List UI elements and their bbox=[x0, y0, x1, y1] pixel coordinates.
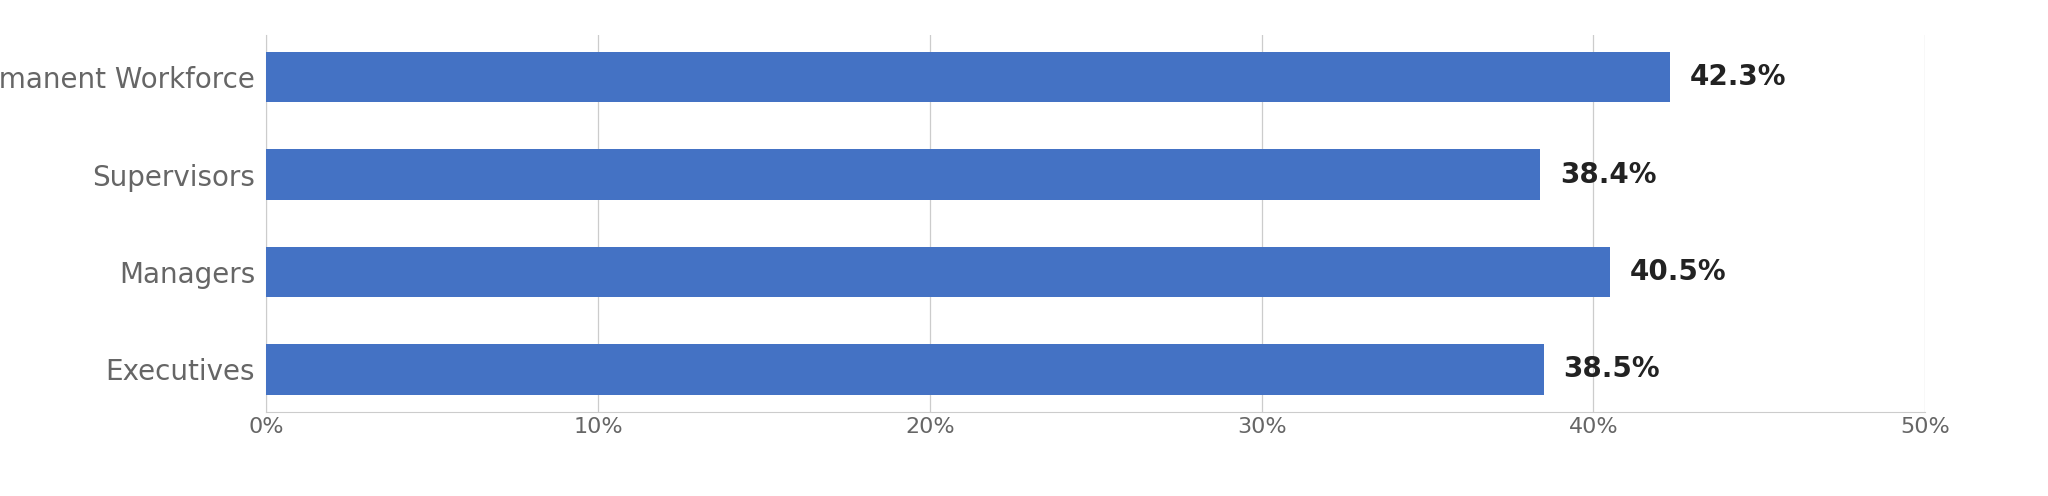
Bar bbox=[266, 149, 1540, 200]
Bar bbox=[266, 52, 1669, 103]
Text: 42.3%: 42.3% bbox=[1690, 63, 1786, 91]
Bar bbox=[266, 247, 1610, 297]
Bar bbox=[266, 344, 1544, 394]
Text: 38.4%: 38.4% bbox=[1561, 161, 1657, 188]
Text: 38.5%: 38.5% bbox=[1563, 355, 1661, 383]
Text: 40.5%: 40.5% bbox=[1630, 258, 1726, 286]
